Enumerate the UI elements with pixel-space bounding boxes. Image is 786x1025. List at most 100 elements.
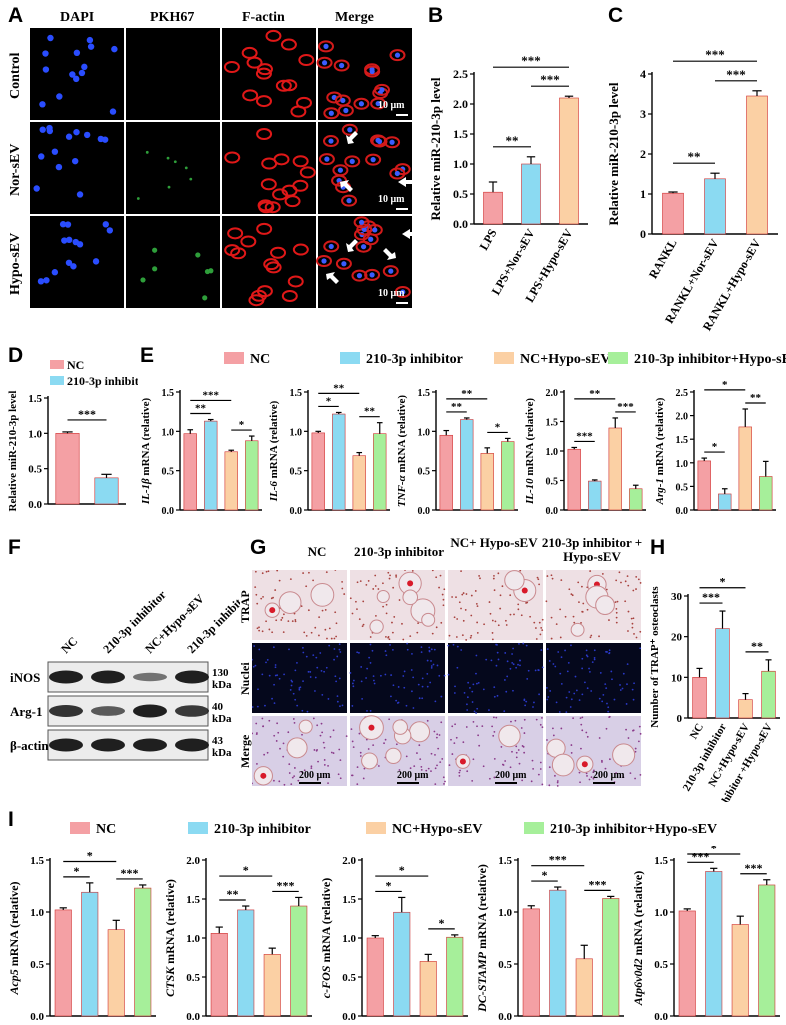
cell-dot <box>324 628 327 631</box>
cell-dot <box>374 574 377 577</box>
cell-dot <box>572 717 575 720</box>
cell-dot <box>332 752 335 754</box>
f-actin-cell <box>299 166 316 179</box>
bar <box>439 434 453 511</box>
dapi-nucleus <box>69 71 76 78</box>
bar <box>575 958 593 1017</box>
cell-dot <box>625 728 627 731</box>
cell-dot <box>452 643 455 646</box>
osteoclast <box>286 737 308 759</box>
y-tick-label: 0.0 <box>30 1011 44 1023</box>
cell-dot <box>458 601 461 604</box>
y-tick-label: 1.0 <box>30 907 44 919</box>
cell-dot <box>586 735 589 738</box>
y-tick-label: 0.5 <box>654 959 668 971</box>
cell-dot <box>633 682 635 685</box>
cell-dot <box>321 731 324 734</box>
y-tick-label: 2.0 <box>676 412 689 423</box>
cell-dot <box>439 574 442 577</box>
sig-label: *** <box>705 47 725 62</box>
scale-bar-label: 200 μm <box>495 770 527 781</box>
bar <box>608 427 622 511</box>
y-axis-label-gene: IL-10 <box>524 478 536 505</box>
cell-dot <box>273 683 275 686</box>
y-axis-label-gene: IL-1β <box>140 478 152 505</box>
cell-dot <box>254 664 257 667</box>
cell-dot <box>292 692 295 695</box>
cell-dot <box>619 689 622 691</box>
y-tick-label: 1.5 <box>290 388 303 399</box>
cell-dot <box>442 598 445 601</box>
osteoclast <box>570 622 585 637</box>
cell-dot <box>372 588 375 590</box>
cell-dot <box>261 572 264 575</box>
cell-dot <box>602 693 605 696</box>
panel-label-a: A <box>8 4 24 27</box>
y-tick-label: 2.0 <box>186 855 200 867</box>
merge-nucleus <box>343 107 349 114</box>
cell-dot <box>343 593 346 595</box>
sig-label: * <box>74 864 80 878</box>
cell-dot <box>533 701 535 704</box>
osteoclast <box>402 589 419 606</box>
cell-dot <box>310 767 313 770</box>
cell-dot <box>509 594 512 597</box>
cell-dot <box>580 723 583 726</box>
y-axis-label: Relative miR-210-3p level <box>428 77 443 220</box>
cell-dot <box>287 620 290 623</box>
stain-tile <box>252 643 347 713</box>
cell-dot <box>341 580 343 583</box>
dapi-nucleus <box>81 63 88 71</box>
cell-dot <box>405 704 408 707</box>
osteoclast <box>310 582 335 607</box>
protein-band <box>49 705 83 717</box>
cell-dot <box>592 777 595 780</box>
merge-nucleus <box>369 68 375 75</box>
y-tick-label: 0.5 <box>162 467 175 478</box>
cell-dot <box>265 570 268 573</box>
osteoclast <box>376 589 390 604</box>
cell-dot <box>492 577 495 580</box>
cell-dot <box>574 675 577 678</box>
dapi-nucleus <box>39 101 46 108</box>
cell-dot <box>356 608 358 611</box>
dapi-nucleus <box>51 148 59 155</box>
bar <box>521 163 541 225</box>
cell-dot <box>252 732 254 735</box>
cell-dot <box>369 662 372 664</box>
cell-dot <box>626 575 629 578</box>
channel-label-factin: F-actin <box>242 10 285 25</box>
y-axis-label-unit: mRNA (relative) <box>631 871 645 959</box>
sig-label: *** <box>78 407 96 421</box>
cell-dot <box>412 676 415 679</box>
cell-dot <box>276 570 279 572</box>
y-tick-label: 0.0 <box>453 217 468 231</box>
merge-nucleus <box>321 60 328 66</box>
cell-dot <box>622 672 625 675</box>
cell-dot <box>335 680 338 683</box>
cell-dot <box>539 723 542 726</box>
cell-dot <box>430 770 432 773</box>
merge-nucleus <box>323 43 329 49</box>
cell-dot <box>434 700 437 703</box>
cell-dot <box>523 732 526 734</box>
merge-cell <box>331 174 348 187</box>
sig-label: * <box>386 878 392 892</box>
cell-dot <box>586 655 589 658</box>
y-axis-label-gene: Arg-1 <box>654 478 666 505</box>
sig-label: ** <box>333 382 345 394</box>
cell-dot <box>540 627 543 629</box>
cell-dot <box>639 582 642 584</box>
cell-dot <box>316 748 318 751</box>
f-actin-cell <box>223 60 240 73</box>
osteoclast <box>409 721 431 743</box>
merge-nucleus <box>340 97 346 104</box>
cell-dot <box>525 644 528 647</box>
cell-dot <box>635 636 638 639</box>
cell-dot <box>253 645 256 647</box>
cell-dot <box>266 658 269 661</box>
cell-dot <box>538 621 541 624</box>
cell-dot <box>566 670 569 673</box>
scale-bar-label: 10 μm <box>378 288 405 299</box>
cell-dot <box>517 608 520 611</box>
